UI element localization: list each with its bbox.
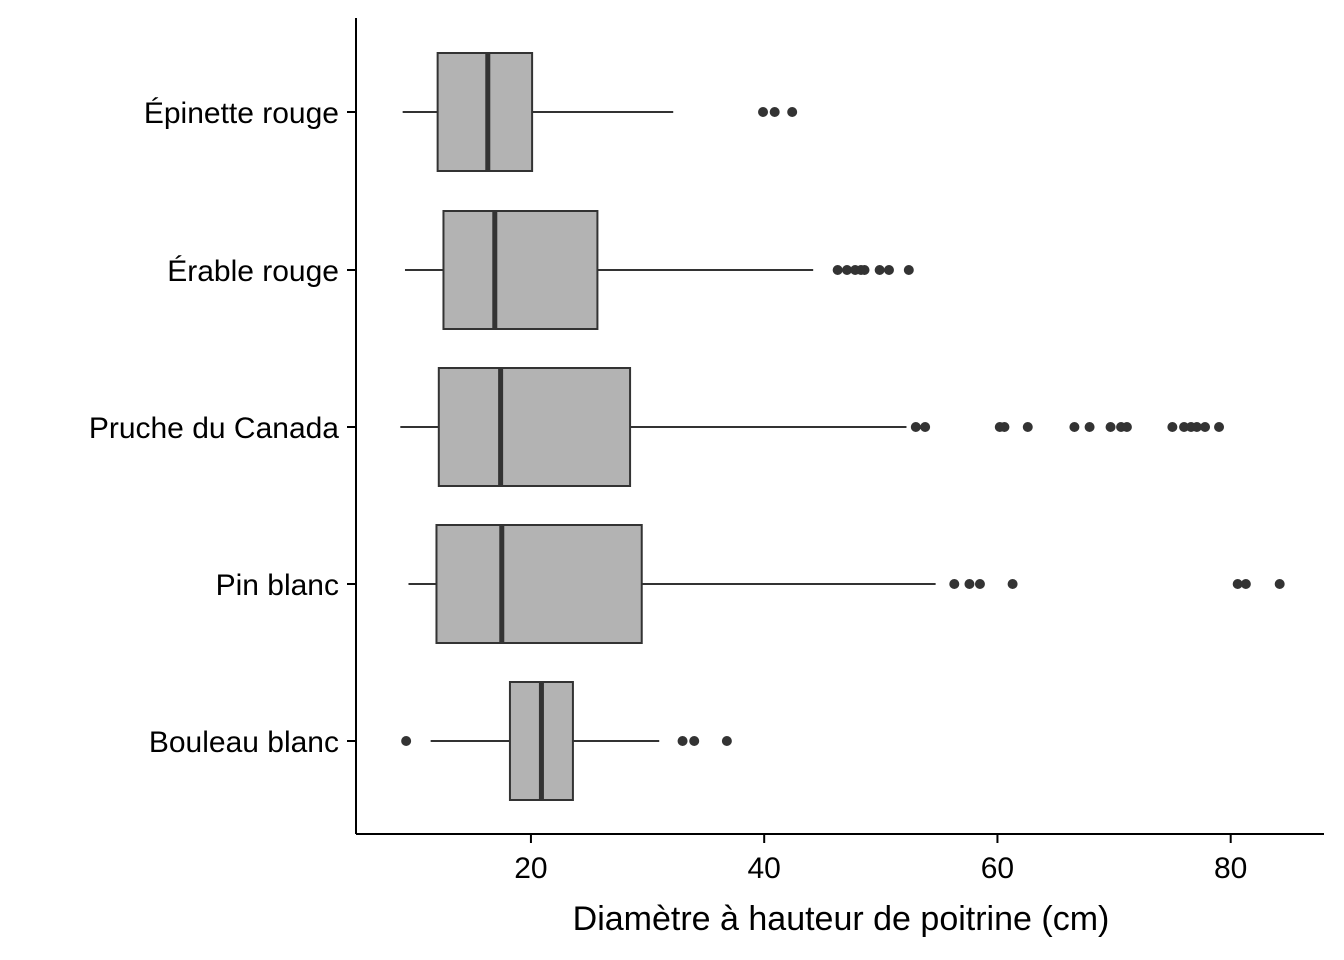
outlier-point [1240,579,1251,589]
outlier-point [841,265,852,275]
outlier-point [401,736,412,746]
x-tick-label: 60 [981,852,1014,885]
outlier-point [999,422,1010,432]
outlier-point [964,579,975,589]
outlier-point [903,265,914,275]
outlier-point [920,422,931,432]
iqr-box [436,52,534,172]
x-ticks-layer: 20 40 60 80 [514,834,1247,885]
boxes-layer [400,52,1285,801]
x-tick-label: 80 [1214,852,1247,885]
iqr-box [437,367,632,487]
y-tick-label: Pin blanc [216,569,339,602]
y-tick-label: Pruche du Canada [89,412,339,445]
outlier-point [859,265,870,275]
box-group [401,681,732,801]
outlier-point [1200,422,1211,432]
outlier-point [677,736,688,746]
outlier-point [910,422,921,432]
outlier-point [1084,422,1095,432]
iqr-box [442,210,599,330]
outlier-point [1179,422,1190,432]
outlier-point [883,265,894,275]
y-tick-label: Érable rouge [167,255,339,288]
box-group [404,210,914,330]
outlier-point [769,107,780,117]
outlier-point [832,265,843,275]
x-tick-label: 20 [514,852,547,885]
outlier-point [1274,579,1285,589]
y-tick-label: Bouleau blanc [149,726,339,759]
box-group [408,524,1285,644]
outlier-point [721,736,732,746]
outlier-point [758,107,769,117]
box-group [400,367,1225,487]
outlier-point [874,265,885,275]
outlier-point [1191,422,1202,432]
outlier-point [1105,422,1116,432]
outlier-point [1069,422,1080,432]
outlier-point [974,579,985,589]
outlier-point [1022,422,1033,432]
y-ticks-layer: Épinette rouge Érable rouge Pruche du Cana… [89,97,356,759]
x-tick-label: 40 [748,852,781,885]
outlier-point [1214,422,1225,432]
outlier-point [949,579,960,589]
y-tick-label: Épinette rouge [144,97,339,130]
box-group [402,52,798,172]
outlier-point [787,107,798,117]
outlier-point [1167,422,1178,432]
x-axis-title: Diamètre à hauteur de poitrine (cm) [573,900,1110,938]
outlier-point [1121,422,1132,432]
outlier-point [1007,579,1018,589]
outlier-point [689,736,700,746]
iqr-box [435,524,643,644]
outlier-point [1232,579,1243,589]
